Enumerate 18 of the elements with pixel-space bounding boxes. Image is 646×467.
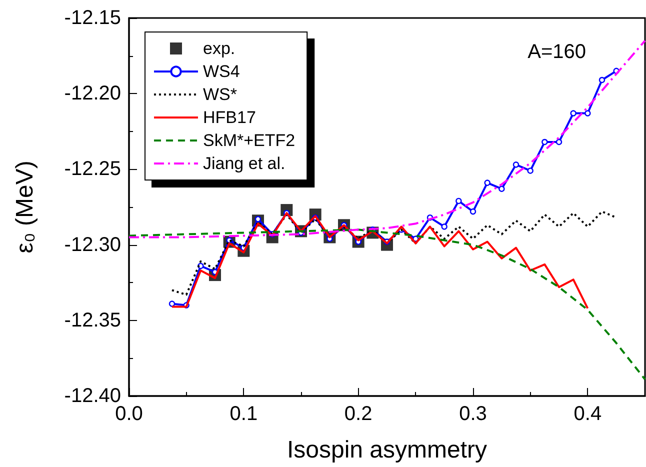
- y-tick-label: -12.20: [64, 82, 121, 105]
- legend-label: HFB17: [203, 108, 256, 127]
- y-tick-label: -12.25: [64, 158, 121, 180]
- x-axis-title: Isospin asymmetry: [286, 436, 488, 464]
- y-tick-label: -12.35: [64, 309, 121, 332]
- y-tick-label: -12.30: [64, 234, 121, 256]
- legend-label: WS4: [203, 62, 240, 81]
- y-axis-title: ε₀ (MeV): [12, 160, 38, 254]
- x-tick-label: 0.2: [344, 403, 372, 425]
- x-tick-label: 0.4: [574, 403, 602, 425]
- annotation: A=160: [528, 41, 586, 63]
- legend-label: SkM*+ETF2: [203, 131, 296, 150]
- legend-label: WS*: [203, 85, 238, 104]
- y-tick-label: -12.15: [64, 7, 121, 29]
- legend-label: exp.: [203, 39, 236, 58]
- x-tick-label: 0.1: [230, 403, 258, 425]
- x-tick-label: 0.3: [459, 403, 487, 425]
- legend-label: Jiang et al.: [203, 154, 286, 173]
